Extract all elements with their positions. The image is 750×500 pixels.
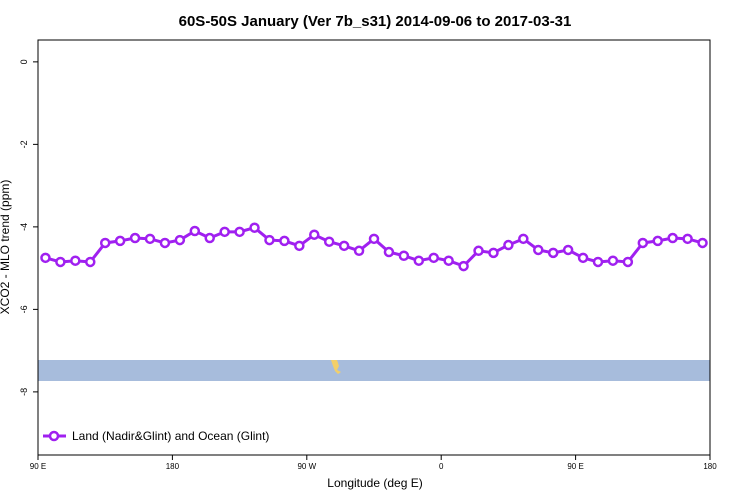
data-point [174, 234, 186, 246]
data-point [189, 225, 201, 237]
data-point [622, 256, 634, 268]
legend-marker [48, 430, 60, 442]
y-tick-label: -2 [19, 140, 29, 148]
data-point [682, 233, 693, 245]
data-point [368, 233, 380, 245]
y-tick-label: -8 [19, 388, 29, 396]
y-tick-label: -6 [19, 305, 29, 313]
y-axis-label: XCO2 - MLO trend (ppm) [0, 180, 12, 315]
data-point [667, 232, 678, 244]
land-shape [331, 360, 341, 374]
data-point [503, 239, 514, 251]
data-point [338, 240, 350, 252]
data-point [518, 233, 529, 245]
data-point [204, 232, 215, 244]
x-axis-label: Longitude (deg E) [327, 476, 422, 490]
data-point [294, 240, 305, 252]
plot-frame [37, 39, 711, 456]
data-point [323, 236, 335, 247]
data-point [234, 226, 245, 238]
data-point [309, 229, 320, 240]
data-point [547, 247, 559, 259]
data-point [398, 250, 410, 262]
data-point [443, 255, 454, 266]
x-tick-label: 90 E [30, 462, 46, 471]
data-point [144, 233, 156, 245]
data-point [159, 237, 171, 249]
data-point [70, 255, 81, 266]
data-point [652, 235, 663, 247]
x-tick-label: 90 E [567, 462, 583, 471]
data-point [637, 237, 649, 249]
series-line [45, 226, 703, 268]
x-tick-label: 90 W [297, 462, 316, 471]
data-point [85, 256, 96, 268]
y-tick-label: 0 [19, 59, 29, 64]
map-strip [38, 360, 710, 381]
data-point [413, 255, 425, 266]
data-point [55, 256, 66, 268]
data-point [533, 244, 544, 256]
data-point [383, 246, 395, 258]
data-point [473, 245, 484, 257]
legend-label: Land (Nadir&Glint) and Ocean (Glint) [72, 429, 269, 443]
chart-title: 60S-50S January (Ver 7b_s31) 2014-09-06 … [179, 13, 572, 30]
data-point [607, 255, 619, 266]
data-point [40, 252, 51, 264]
data-point [129, 232, 141, 244]
data-point [219, 226, 230, 238]
data-point [488, 247, 499, 259]
data-point [562, 244, 574, 256]
data-point [458, 260, 469, 272]
x-tick-label: 180 [166, 462, 180, 471]
data-point [264, 234, 275, 246]
x-tick-label: 180 [703, 462, 717, 471]
data-point [577, 252, 589, 264]
data-point [99, 237, 111, 249]
data-point [114, 235, 126, 247]
data-point [249, 222, 260, 233]
y-tick-label: -4 [19, 223, 29, 231]
data-point [279, 235, 290, 247]
x-tick-label: 0 [439, 462, 444, 471]
data-point [592, 256, 604, 268]
data-point [353, 245, 365, 257]
data-point [697, 237, 708, 249]
data-point [428, 252, 439, 264]
